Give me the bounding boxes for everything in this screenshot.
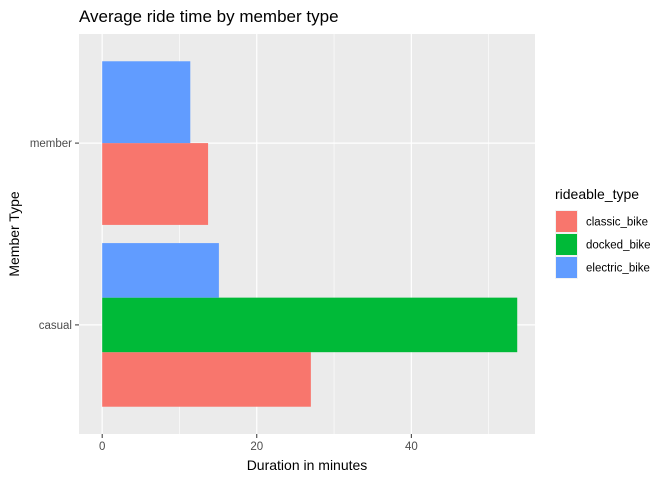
bars [102, 61, 518, 407]
bar-casual-electric-bike [102, 243, 219, 298]
legend-title: rideable_type [555, 186, 639, 202]
bar-casual-classic-bike [102, 352, 311, 407]
bar-casual-docked-bike [102, 297, 518, 353]
y-tick-label: casual [39, 320, 72, 332]
y-tick-label: member [30, 138, 72, 150]
legend-label: electric_bike [586, 263, 650, 275]
bar-member-electric-bike [102, 61, 191, 144]
x-tick-label: 20 [250, 441, 263, 453]
legend-swatch-electric-bike [556, 257, 577, 278]
axes: 0 20 40 casual member [30, 138, 418, 453]
legend-label: docked_bike [586, 240, 651, 252]
x-axis-title: Duration in minutes [247, 457, 368, 473]
x-tick-label: 0 [99, 441, 105, 453]
y-axis-title: Member Type [6, 191, 22, 277]
x-tick-label: 40 [405, 441, 418, 453]
legend-swatch-classic-bike [556, 211, 577, 232]
legend-label: classic_bike [586, 217, 648, 229]
legend: rideable_type classic_bike docked_bikeele… [555, 186, 651, 279]
bar-member-classic-bike [102, 143, 209, 225]
chart-title: Average ride time by member type [79, 7, 339, 26]
legend-swatch-docked-bike [556, 234, 577, 255]
